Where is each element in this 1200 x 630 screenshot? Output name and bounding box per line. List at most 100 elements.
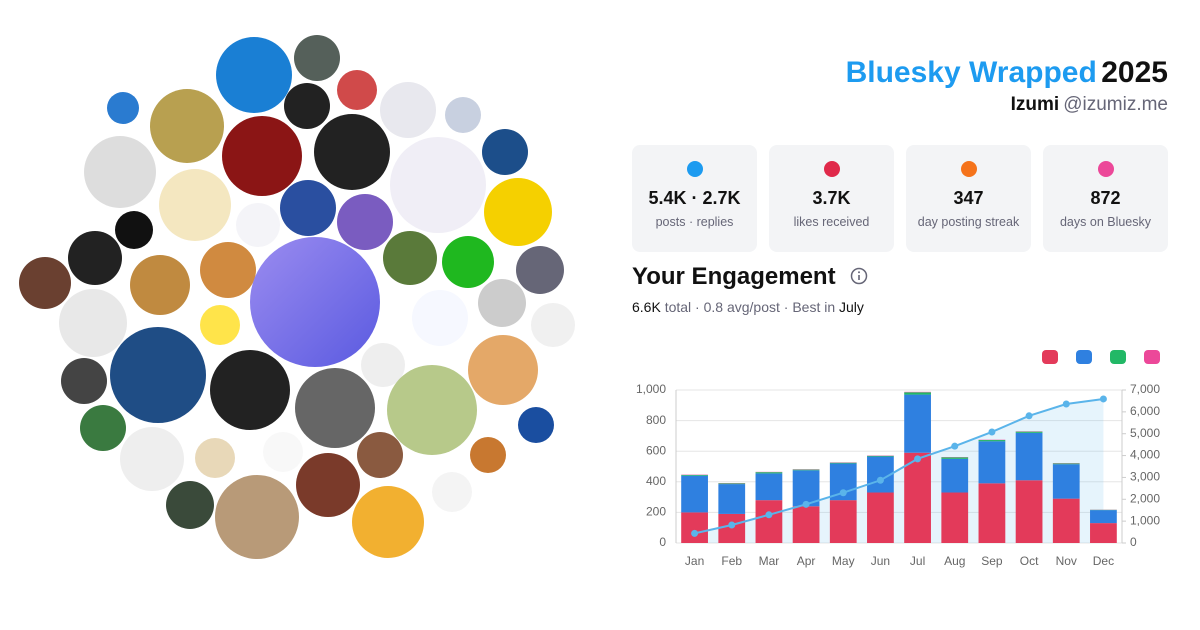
y-tick-label: 1,000 <box>636 382 666 396</box>
avatar <box>484 178 552 246</box>
stat-icon <box>686 161 703 177</box>
line-point <box>1099 395 1107 403</box>
stat-icon <box>823 161 840 177</box>
avatar <box>387 365 477 455</box>
stat-label: posts · replies <box>655 215 734 229</box>
bar-segment <box>681 474 708 476</box>
line-point <box>951 442 959 450</box>
stat-card: 872 days on Bluesky <box>1043 145 1168 252</box>
y2-tick-label: 2,000 <box>1130 491 1160 505</box>
avatar <box>482 129 528 175</box>
line-point <box>765 511 773 519</box>
info-icon[interactable] <box>850 267 868 285</box>
x-tick-label: Aug <box>944 554 965 568</box>
stat-icon <box>1097 161 1114 177</box>
icon-shape <box>686 161 703 177</box>
avatar-large <box>250 237 380 367</box>
bar-segment <box>792 469 820 471</box>
avatar <box>236 203 280 247</box>
icon-shape <box>1097 161 1114 177</box>
line-point <box>802 500 810 508</box>
legend-icon[interactable] <box>1144 350 1160 364</box>
stat-card: 3.7K likes received <box>769 145 894 252</box>
bar-segment <box>829 500 857 543</box>
x-tick-label: Jan <box>685 554 704 568</box>
legend-icon[interactable] <box>1076 350 1092 364</box>
avatar <box>84 136 156 208</box>
x-tick-label: Apr <box>797 554 816 568</box>
avatar <box>361 343 405 387</box>
avatar <box>19 257 71 309</box>
stats: 5.4K · 2.7K posts · replies 3.7K likes rece… <box>632 145 1168 252</box>
avatar <box>280 180 336 236</box>
bar-segment <box>1090 523 1117 543</box>
bar-segment <box>867 455 894 457</box>
avatar <box>107 92 139 124</box>
x-tick-label: Oct <box>1020 554 1039 568</box>
avatar <box>294 35 340 81</box>
bar-segment <box>978 441 1006 484</box>
bar-segment <box>1052 498 1080 543</box>
bar-segment <box>941 492 969 543</box>
legend-icon[interactable] <box>1110 350 1126 364</box>
avatar <box>130 255 190 315</box>
stat-icon <box>960 161 977 177</box>
avatar <box>296 453 360 517</box>
bar-segment <box>904 394 931 453</box>
bar-segment <box>904 392 931 395</box>
avatar-cloud <box>19 35 575 559</box>
summary: total · 0.8 avg/post · Best in <box>664 299 836 315</box>
y2-tick-label: 4,000 <box>1130 448 1160 462</box>
x-tick-label: Sep <box>981 554 1003 568</box>
bar-segment <box>755 473 783 501</box>
avatar <box>215 475 299 559</box>
stat-value: 5.4K · 2.7K <box>648 188 741 208</box>
y-tick-label: 0 <box>659 535 666 549</box>
bar-segment <box>941 457 969 459</box>
bar-segment <box>718 483 746 485</box>
bar-segment <box>867 492 894 543</box>
y2-tick-label: 7,000 <box>1130 382 1160 396</box>
chart: 0 200 400 600 800 1,000 0 1,000 2,000 3,000 4,000 5… <box>636 350 1160 568</box>
bar-segment <box>792 506 820 543</box>
stat-value: 3.7K <box>812 188 851 208</box>
bar-segment <box>1090 510 1117 524</box>
user-name: Izumi <box>1010 94 1060 115</box>
bar-segment <box>1052 463 1080 465</box>
avatar <box>470 437 506 473</box>
header: Bluesky Wrapped 2025 Izumi @izumiz.me <box>846 56 1168 116</box>
avatar <box>337 194 393 250</box>
avatar <box>59 289 127 357</box>
line <box>694 397 1104 535</box>
y-tick-label: 200 <box>646 505 666 519</box>
avatar <box>314 114 390 190</box>
x-tick-label: Dec <box>1093 554 1114 568</box>
legend-icon[interactable] <box>1042 350 1058 364</box>
avatar <box>200 305 240 345</box>
x-tick-label: Jul <box>910 554 925 568</box>
avatar <box>200 242 256 298</box>
avatar <box>478 279 526 327</box>
x-tick-label: Jun <box>871 554 890 568</box>
bar-segment <box>755 500 783 543</box>
avatar <box>412 290 468 346</box>
x-tick-label: Feb <box>721 554 742 568</box>
avatar <box>115 211 153 249</box>
x-tick-label: Nov <box>1056 554 1077 568</box>
stat-label: day posting streak <box>917 215 1020 229</box>
bar-segment <box>1052 464 1080 499</box>
bar-segment <box>829 462 857 464</box>
avatar <box>61 358 107 404</box>
bar-segment <box>681 475 708 513</box>
bar-segment <box>681 512 708 543</box>
x-tick-label: Mar <box>759 554 780 568</box>
avatar <box>432 472 472 512</box>
avatar <box>150 89 224 163</box>
bar-segment <box>755 472 783 474</box>
year: 2025 <box>1101 56 1168 89</box>
avatar <box>159 169 231 241</box>
avatar <box>68 231 122 285</box>
avatar <box>445 97 481 133</box>
icon-shape <box>823 161 840 177</box>
line-point <box>1062 400 1070 408</box>
